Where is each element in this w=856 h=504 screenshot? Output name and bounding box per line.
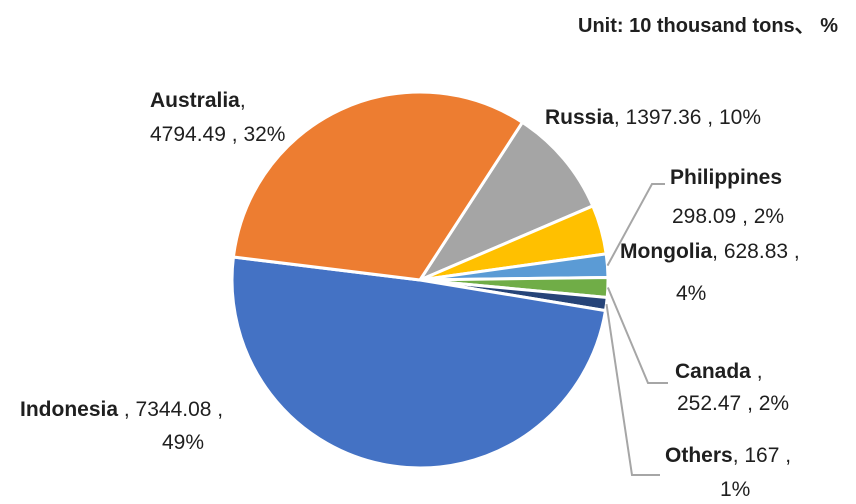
leader-lines: [605, 183, 668, 476]
data-label-value: 628.83: [724, 240, 788, 263]
data-label-name: Philippines: [670, 166, 782, 189]
data-label-percent: 2%: [754, 205, 784, 228]
data-label-name: Australia: [150, 89, 240, 112]
data-label-value: 4794.49: [150, 123, 226, 146]
label-indonesia: Indonesia , 7344.08 , 49%: [20, 398, 229, 454]
data-label-percent: 49%: [162, 431, 204, 454]
pie-slice-indonesia: [230, 255, 607, 470]
data-label-value: 252.47: [677, 392, 741, 415]
data-label-value: 7344.08: [136, 398, 212, 421]
pie-slice-russia: [418, 120, 595, 282]
data-label-percent: 4%: [676, 282, 706, 305]
data-label-value: 298.09: [672, 205, 736, 228]
data-label-percent: 10%: [719, 106, 761, 129]
data-label-name: Mongolia: [620, 240, 712, 263]
label-russia: Russia, 1397.36 , 10%: [545, 106, 761, 129]
data-label-value: 1397.36: [626, 106, 702, 129]
unit-label: Unit: 10 thousand tons、 %: [578, 15, 838, 37]
label-mongolia: Mongolia, 628.83 , 4%: [620, 240, 806, 305]
data-label-name: Canada: [675, 360, 751, 383]
leader-line-canada: [606, 287, 668, 384]
label-others: Others, 167 , 1%: [665, 444, 797, 501]
data-label-percent: 1%: [720, 478, 750, 501]
data-label-percent: 2%: [759, 392, 789, 415]
leader-line-others: [605, 303, 660, 476]
pie-slices: [230, 90, 610, 470]
data-label-name: Others: [665, 444, 733, 467]
data-label-name: Russia: [545, 106, 614, 129]
pie-slice-australia: [231, 90, 524, 282]
leader-line-philippines: [606, 183, 665, 267]
label-canada: Canada , 252.47 , 2%: [675, 360, 789, 415]
data-label-value: 167: [744, 444, 779, 467]
data-label-percent: 32%: [243, 123, 285, 146]
label-philippines: Philippines 298.09 , 2%: [670, 166, 788, 228]
label-australia: Australia, 4794.49 , 32%: [150, 89, 285, 146]
data-label-name: Indonesia: [20, 398, 118, 421]
